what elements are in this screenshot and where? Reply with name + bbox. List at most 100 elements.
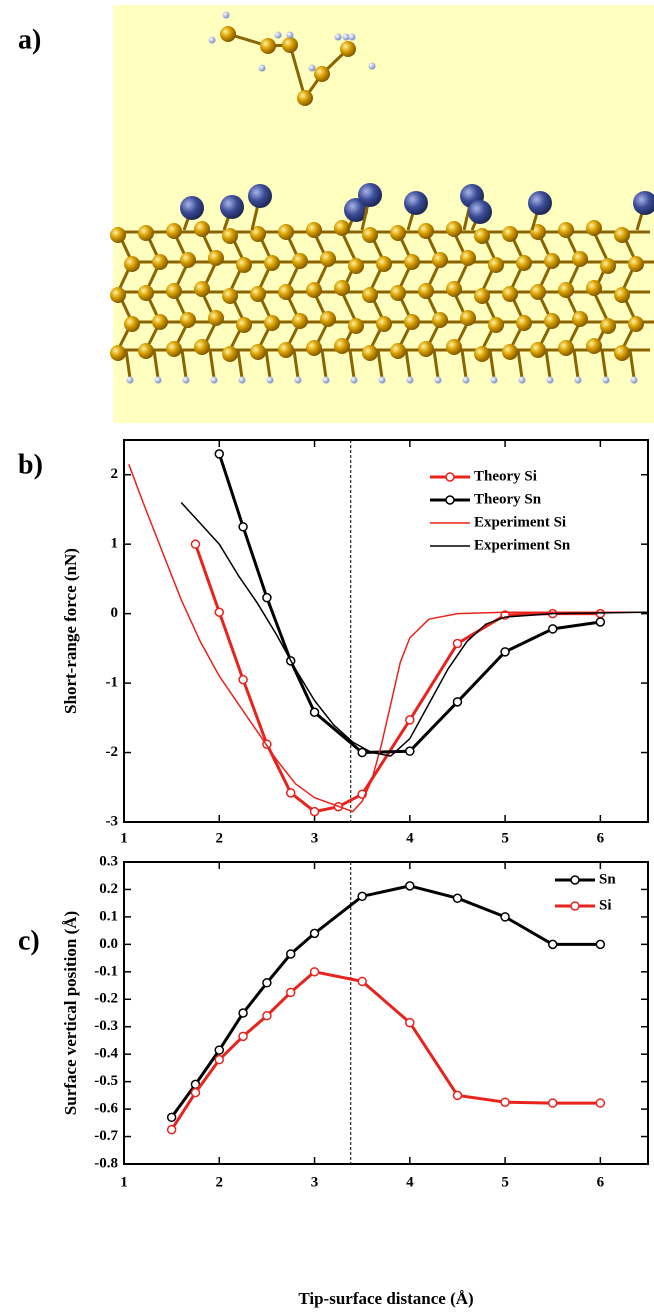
bond <box>592 231 610 263</box>
molecular-structure <box>110 11 654 384</box>
bond <box>544 349 552 379</box>
data-point <box>238 1031 248 1042</box>
data-point <box>238 1008 248 1018</box>
bond <box>288 44 307 99</box>
atom <box>348 258 364 274</box>
atom <box>460 310 476 326</box>
atom <box>166 341 182 357</box>
series-line <box>170 970 601 1131</box>
atom <box>474 288 490 304</box>
atom <box>152 254 168 270</box>
data-point <box>166 1124 177 1135</box>
atom <box>166 223 182 239</box>
atom <box>314 66 330 82</box>
atom <box>474 228 490 244</box>
atom <box>586 220 602 236</box>
atom <box>446 221 462 237</box>
data-point <box>547 939 558 950</box>
data-point <box>595 939 606 950</box>
data-point <box>405 746 415 756</box>
atom <box>208 36 216 44</box>
atom <box>446 339 462 355</box>
atom <box>342 33 350 41</box>
x-tick-label: 1 <box>120 1174 128 1190</box>
data-point <box>500 647 510 657</box>
atom <box>446 281 462 297</box>
atom <box>292 313 308 329</box>
atom <box>628 316 644 332</box>
y-tick-label: -0.4 <box>94 1046 118 1062</box>
data-point <box>309 707 320 718</box>
data-point <box>405 1017 415 1028</box>
atom <box>600 318 616 334</box>
atom <box>558 340 574 356</box>
data-point <box>595 1098 606 1108</box>
atom <box>530 342 546 358</box>
y-tick-label: 0.2 <box>99 881 118 897</box>
y-tick-label: -1 <box>106 675 119 691</box>
atom <box>322 376 330 384</box>
atom <box>633 191 654 215</box>
atom <box>558 282 574 298</box>
bond <box>340 291 358 323</box>
atom <box>306 340 322 356</box>
atom <box>362 287 378 303</box>
atom <box>320 251 336 267</box>
data-point <box>262 978 272 988</box>
atom <box>460 250 476 266</box>
atom <box>274 31 282 39</box>
atom <box>208 250 224 266</box>
atom <box>614 287 630 303</box>
atom <box>418 341 434 357</box>
data-point <box>309 806 320 817</box>
atom <box>138 225 154 241</box>
x-tick-label: 3 <box>311 1174 319 1190</box>
atom <box>286 31 294 39</box>
panel-label: a) <box>18 24 41 55</box>
atom <box>404 314 420 330</box>
atom <box>152 314 168 330</box>
atom <box>350 376 358 384</box>
y-tick-label: 0.1 <box>99 908 118 924</box>
atom <box>546 376 554 384</box>
y-tick-label: -3 <box>106 813 119 829</box>
series-line <box>128 464 648 813</box>
bond <box>600 349 608 379</box>
atom <box>110 227 126 243</box>
bond <box>432 349 440 379</box>
atom <box>378 376 386 384</box>
atom <box>404 191 428 215</box>
atom <box>586 338 602 354</box>
atom <box>376 256 392 272</box>
bond <box>516 349 524 379</box>
atom <box>518 376 526 384</box>
atom <box>390 343 406 359</box>
bond <box>208 349 216 379</box>
plot-frame <box>123 439 649 823</box>
data-point <box>452 697 463 707</box>
atom <box>334 220 350 236</box>
atom <box>250 286 266 302</box>
atom <box>340 41 356 57</box>
data-point <box>547 1098 558 1108</box>
bond <box>292 349 300 379</box>
atom <box>348 318 364 334</box>
atom <box>138 343 154 359</box>
legend-marker <box>570 875 580 885</box>
bond <box>152 349 160 379</box>
atom <box>390 285 406 301</box>
y-tick-label: -0.2 <box>94 991 118 1007</box>
atom <box>138 285 154 301</box>
atom <box>222 288 238 304</box>
atom <box>344 198 368 222</box>
atom <box>368 62 376 70</box>
x-tick-label: 6 <box>597 830 605 846</box>
panel-label: b) <box>18 449 43 480</box>
atom <box>586 280 602 296</box>
atom <box>266 376 274 384</box>
atom <box>600 258 616 274</box>
bond <box>348 349 356 379</box>
atom <box>418 223 434 239</box>
atom <box>432 252 448 268</box>
